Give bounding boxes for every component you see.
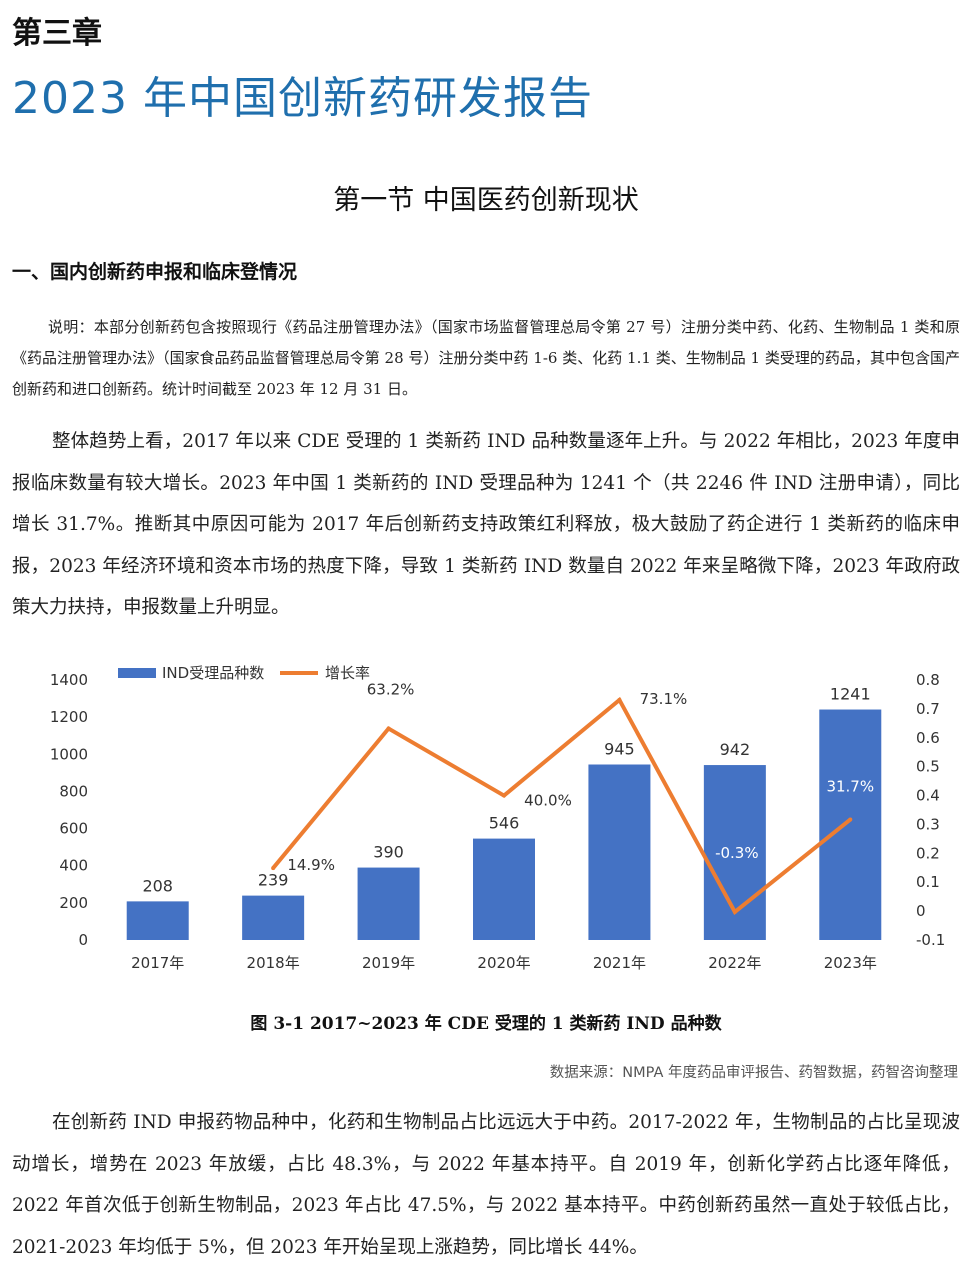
- bar-value-label: 546: [489, 814, 520, 833]
- x-tick-label: 2022年: [708, 954, 761, 972]
- y-right-tick-label: 0: [916, 902, 926, 920]
- body-paragraph-1: 整体趋势上看，2017 年以来 CDE 受理的 1 类新药 IND 品种数量逐年…: [12, 431, 960, 618]
- bar: [126, 901, 189, 940]
- bar: [588, 764, 651, 940]
- growth-value-label: 40.0%: [524, 792, 572, 810]
- growth-point: [271, 866, 276, 871]
- x-tick-label: 2018年: [247, 954, 300, 972]
- y-left-tick-label: 0: [78, 931, 88, 949]
- y-left-tick-label: 600: [59, 820, 88, 838]
- y-left-tick-label: 1200: [50, 708, 88, 726]
- x-tick-label: 2021年: [593, 954, 646, 972]
- bar-value-label: 208: [142, 876, 173, 895]
- figure-caption: 图 3-1 2017~2023 年 CDE 受理的 1 类新药 IND 品种数: [250, 1014, 722, 1034]
- legend-label-bars: IND受理品种数: [162, 664, 264, 682]
- y-left-tick-label: 1000: [50, 745, 88, 763]
- y-right-tick-label: 0.4: [916, 787, 940, 805]
- bar: [473, 838, 535, 940]
- bar-value-label: 942: [720, 740, 751, 759]
- chapter-label: 第三章: [12, 16, 102, 51]
- y-right-tick-label: -0.1: [916, 931, 945, 949]
- legend-label-line: 增长率: [325, 664, 370, 682]
- x-tick-label: 2019年: [362, 954, 415, 972]
- growth-point: [386, 726, 391, 731]
- bar: [357, 867, 420, 940]
- y-right-tick-label: 0.8: [916, 671, 940, 689]
- growth-value-label: 73.1%: [640, 690, 688, 708]
- body-paragraph-2: 在创新药 IND 申报药物品种中，化药和生物制品占比远远大于中药。2017-20…: [12, 1112, 960, 1258]
- bar: [242, 895, 305, 940]
- note-paragraph: 说明：本部分创新药包含按照现行《药品注册管理办法》（国家市场监督管理总局令第 2…: [12, 318, 960, 398]
- growth-point: [502, 793, 506, 798]
- y-right-tick-label: 0.5: [916, 758, 940, 776]
- growth-point: [848, 817, 853, 822]
- legend-swatch-bars: [118, 668, 156, 678]
- y-right-tick-label: 0.7: [916, 700, 940, 718]
- y-right-tick-label: 0.1: [916, 873, 940, 891]
- section-title: 第一节 中国医药创新现状: [333, 185, 639, 216]
- growth-line: [271, 696, 852, 916]
- growth-value-label: 63.2%: [367, 681, 415, 699]
- growth-value-label: 31.7%: [826, 778, 874, 796]
- y-left-tick-label: 400: [59, 857, 88, 875]
- subsection-title: 一、国内创新药申报和临床登情况: [12, 261, 298, 283]
- x-tick-label: 2020年: [477, 954, 530, 972]
- growth-value-label: 14.9%: [287, 856, 335, 874]
- bar: [819, 709, 882, 940]
- y-left-tick-label: 1400: [50, 671, 88, 689]
- y-left-tick-label: 800: [59, 782, 88, 800]
- x-tick-label: 2017年: [131, 954, 184, 972]
- y-right-tick-label: 0.6: [916, 729, 940, 747]
- x-tick-label: 2023年: [824, 954, 877, 972]
- bar-value-label: 1241: [830, 685, 871, 704]
- y-right-tick-label: 0.2: [916, 844, 940, 862]
- growth-point: [617, 697, 622, 702]
- growth-point: [732, 909, 737, 914]
- ind-chart: 0 200 400 600 800 1000 1200 1400 -0.1 0 0.1 0.2 0.3 0…: [50, 664, 945, 972]
- bar-value-label: 239: [258, 871, 289, 890]
- report-title: 2023 年中国创新药研发报告: [12, 73, 593, 124]
- bar-value-label: 945: [604, 740, 635, 759]
- growth-value-label: -0.3%: [715, 844, 759, 862]
- source-note: 数据来源：NMPA 年度药品审评报告、药智数据，药智咨询整理: [549, 1065, 958, 1081]
- y-right-tick-label: 0.3: [916, 815, 940, 833]
- y-left-tick-label: 200: [59, 894, 88, 912]
- bar-value-label: 390: [373, 843, 404, 862]
